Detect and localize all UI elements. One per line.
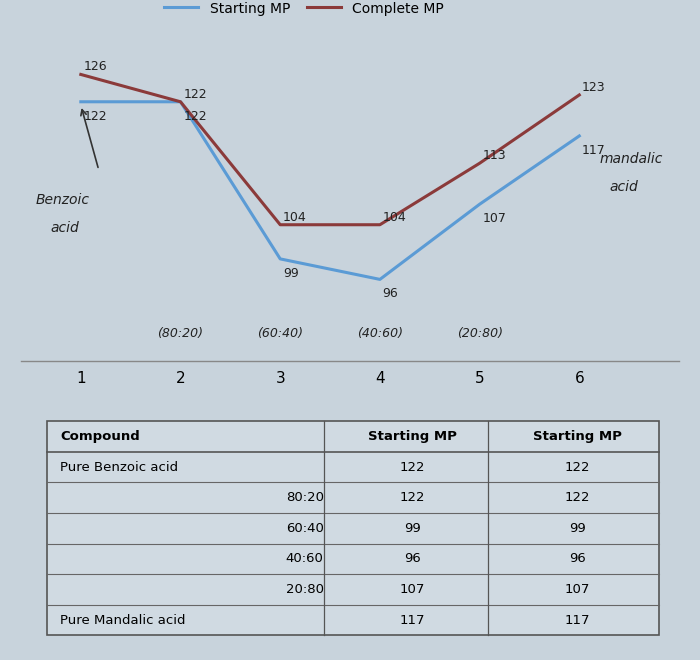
Starting MP	[475, 200, 484, 208]
Complete MP	[76, 71, 85, 79]
Text: 104: 104	[283, 211, 307, 224]
Text: (60:40): (60:40)	[257, 327, 303, 340]
Text: acid: acid	[609, 180, 638, 193]
Text: 122: 122	[400, 461, 426, 474]
Text: 40:60: 40:60	[286, 552, 323, 566]
Text: 20:80: 20:80	[286, 583, 323, 596]
Text: 117: 117	[564, 614, 590, 627]
Complete MP	[475, 159, 484, 167]
Text: 104: 104	[383, 211, 407, 224]
Complete MP	[276, 221, 284, 229]
Complete MP	[176, 98, 185, 106]
Text: Pure Benzoic acid: Pure Benzoic acid	[60, 461, 178, 474]
Text: 99: 99	[404, 522, 421, 535]
Text: Starting MP: Starting MP	[533, 430, 622, 443]
Legend: Starting MP, Complete MP: Starting MP, Complete MP	[158, 0, 449, 21]
Text: 122: 122	[183, 88, 207, 100]
Text: 122: 122	[400, 491, 426, 504]
Text: 96: 96	[383, 288, 398, 300]
Text: 107: 107	[400, 583, 425, 596]
Text: 122: 122	[564, 461, 590, 474]
Text: 126: 126	[83, 60, 107, 73]
Text: 60:40: 60:40	[286, 522, 323, 535]
Text: 96: 96	[568, 552, 585, 566]
Starting MP	[376, 275, 384, 283]
Text: 122: 122	[83, 110, 107, 123]
Text: 122: 122	[183, 110, 207, 123]
Text: 99: 99	[568, 522, 585, 535]
Starting MP	[276, 255, 284, 263]
Text: 117: 117	[400, 614, 426, 627]
Text: 96: 96	[404, 552, 421, 566]
Text: Pure Mandalic acid: Pure Mandalic acid	[60, 614, 186, 627]
Text: (20:80): (20:80)	[456, 327, 503, 340]
Text: 99: 99	[283, 267, 299, 280]
Complete MP	[575, 91, 584, 99]
Text: 107: 107	[564, 583, 589, 596]
Text: Benzoic: Benzoic	[36, 193, 90, 207]
Text: 123: 123	[582, 81, 606, 94]
Text: 117: 117	[582, 144, 606, 157]
Line: Complete MP: Complete MP	[80, 75, 580, 225]
Text: (40:60): (40:60)	[357, 327, 403, 340]
Text: 107: 107	[482, 213, 506, 225]
Starting MP	[575, 132, 584, 140]
Text: mandalic: mandalic	[599, 152, 663, 166]
Text: (80:20): (80:20)	[158, 327, 204, 340]
Text: Starting MP: Starting MP	[368, 430, 457, 443]
Starting MP	[76, 98, 85, 106]
Complete MP	[376, 221, 384, 229]
Line: Starting MP: Starting MP	[80, 102, 580, 279]
Text: 113: 113	[482, 149, 506, 162]
Text: 122: 122	[564, 491, 590, 504]
Text: acid: acid	[51, 220, 80, 234]
Text: 80:20: 80:20	[286, 491, 323, 504]
Starting MP	[176, 98, 185, 106]
Text: Compound: Compound	[60, 430, 140, 443]
